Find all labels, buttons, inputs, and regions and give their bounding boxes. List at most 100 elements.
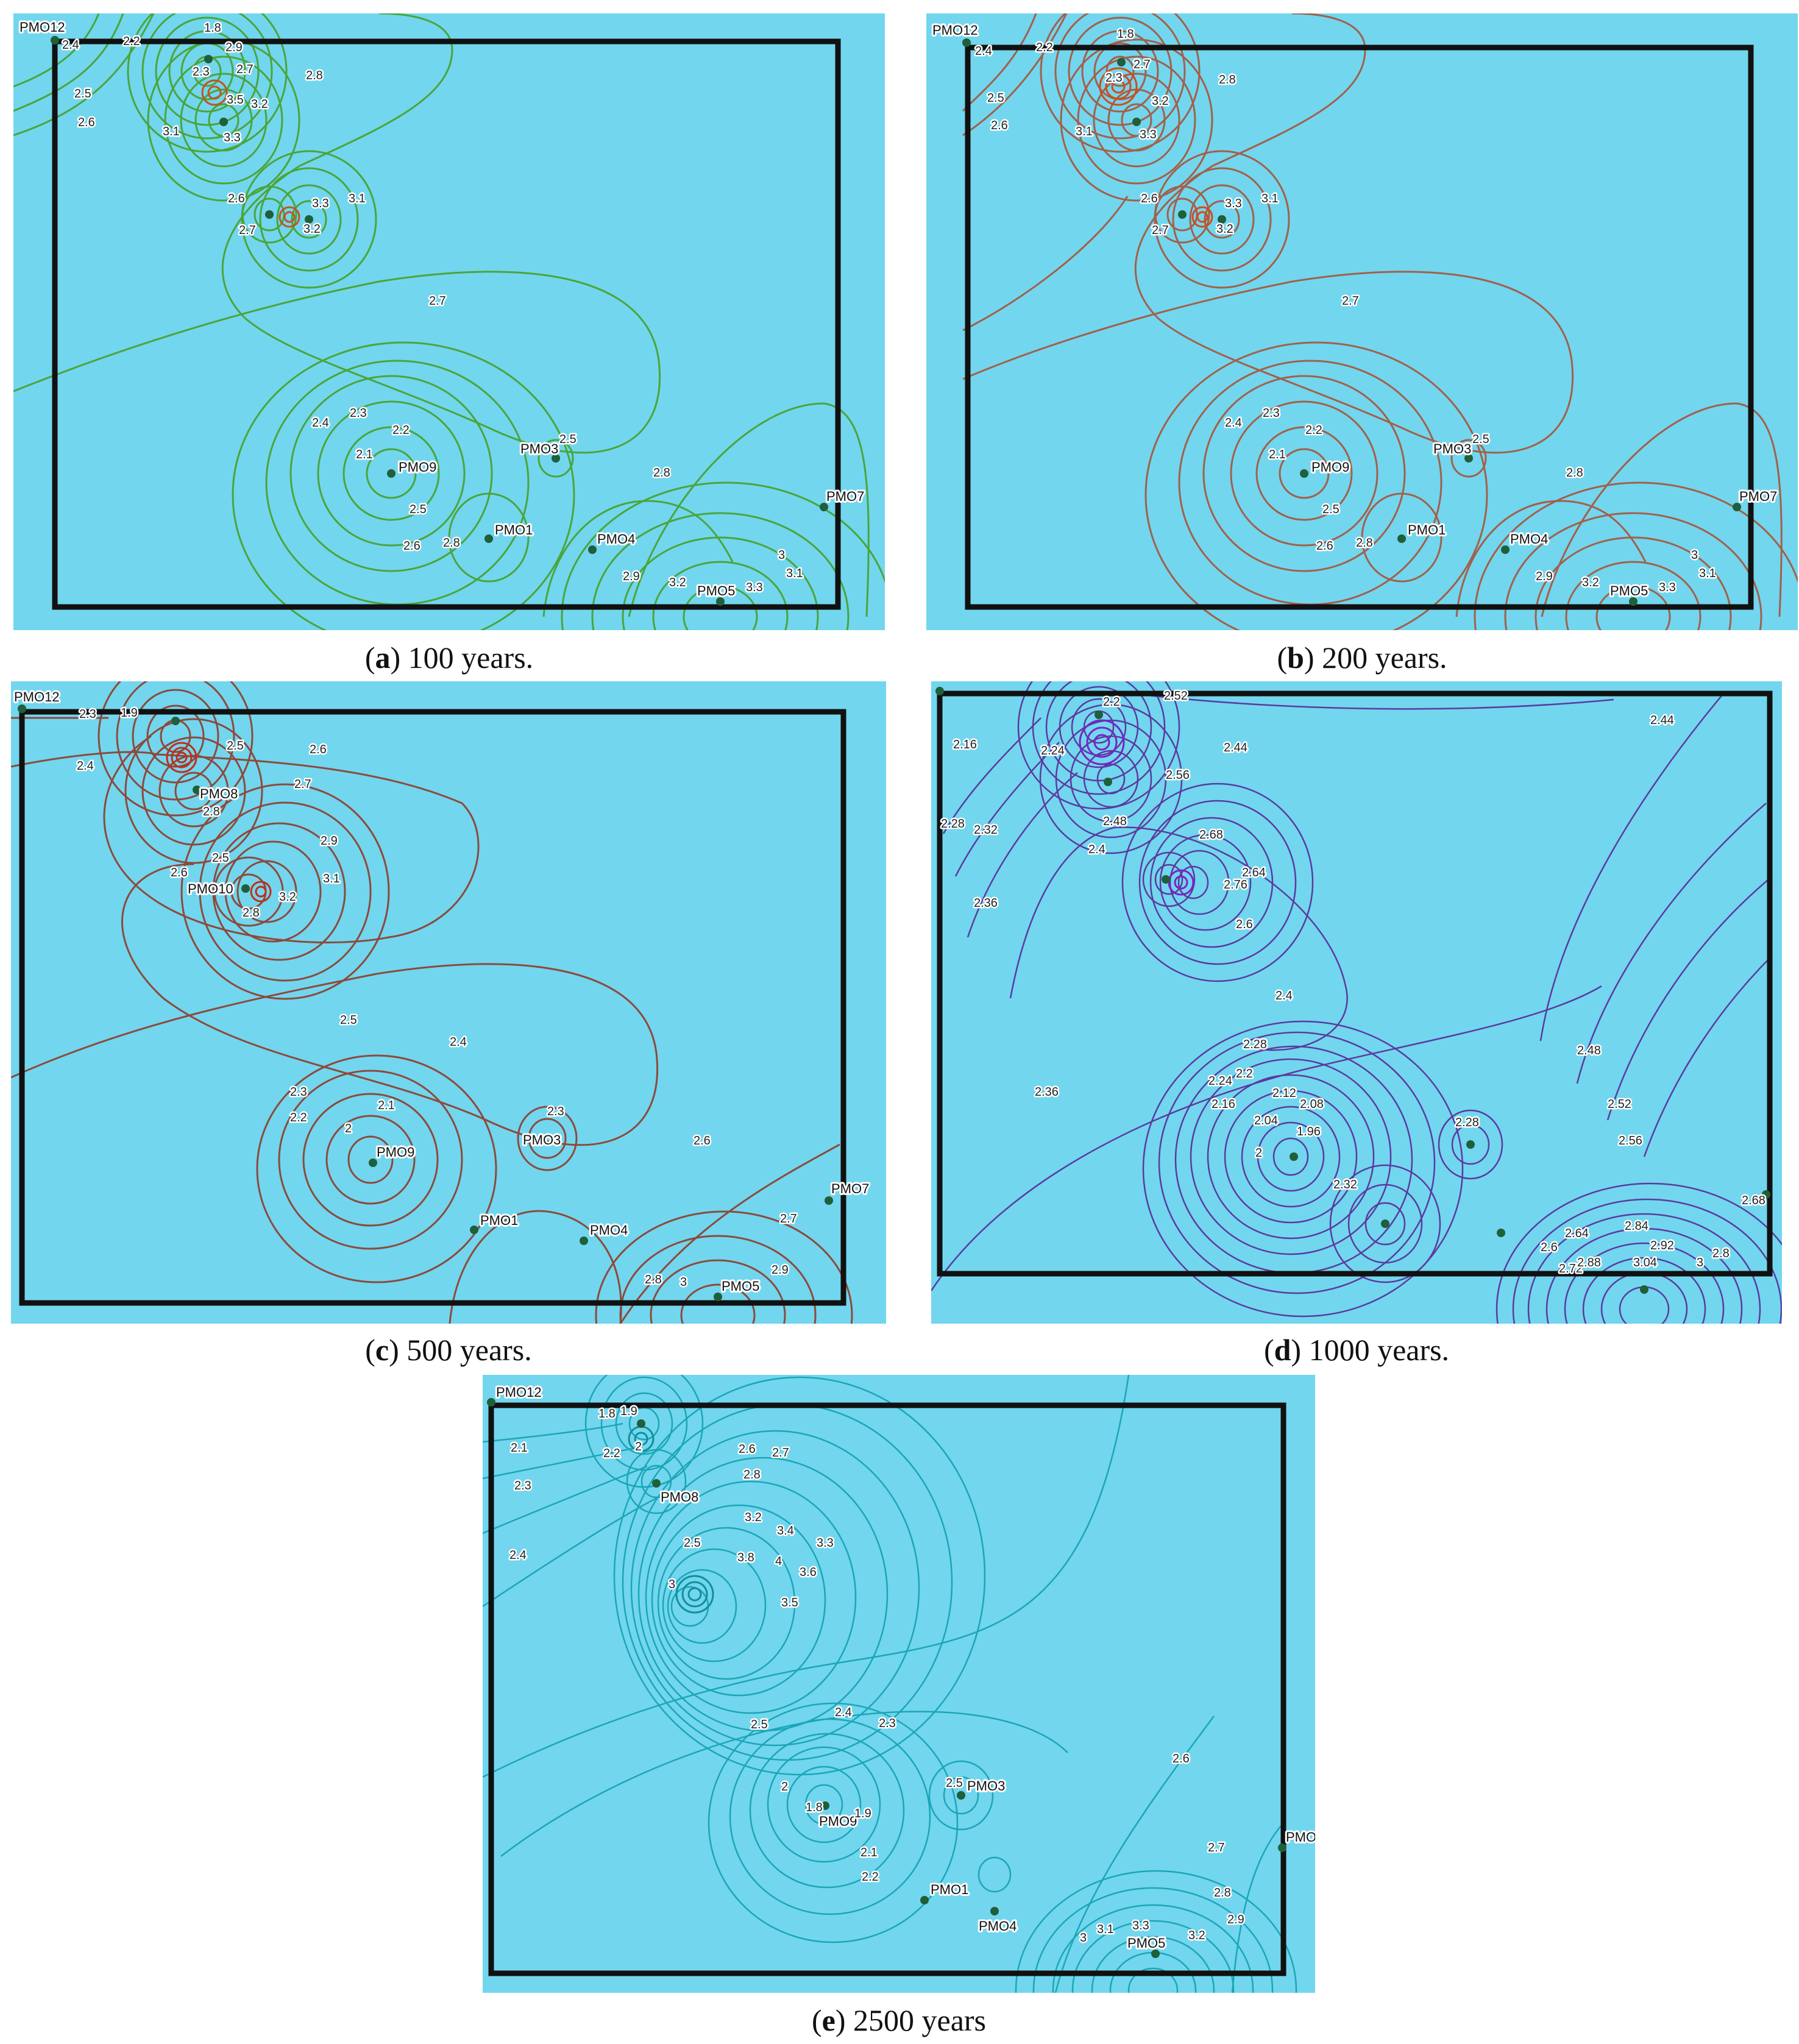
- contour-label: 3.1: [323, 872, 340, 885]
- contour-label: 3.3: [1132, 1919, 1149, 1932]
- contour-label: 1.8: [204, 21, 221, 35]
- caption-text: 200 years.: [1322, 641, 1447, 675]
- contour-label: 2.8: [1566, 466, 1583, 480]
- contour-label: 2.12: [1272, 1087, 1296, 1100]
- contour-label: 2.56: [1166, 768, 1190, 782]
- contour-labels-b: 1.8 2.4 2.2 2.3 2.5 2.6 2.7 2.8 3.1 3.2 …: [974, 26, 1718, 596]
- contour-label: 1.9: [854, 1807, 871, 1820]
- well-label-pmo5: PMO5: [1127, 1936, 1165, 1951]
- contour-lines-c: [11, 681, 853, 1324]
- contour-label: 2.8: [1356, 536, 1373, 550]
- well-label-pmo8: PMO8: [661, 1489, 698, 1505]
- contour-label: 2.5: [559, 433, 577, 446]
- well-marker: [470, 1226, 478, 1234]
- well-label-pmo5: PMO5: [697, 583, 735, 598]
- wells-a: [51, 36, 828, 606]
- well-label-pmo12: PMO12: [932, 23, 978, 38]
- well-marker: [1762, 1190, 1770, 1199]
- well-marker: [305, 215, 313, 224]
- well-marker: [1629, 597, 1638, 606]
- well-marker: [1381, 1219, 1389, 1228]
- contour-label: 2.84: [1625, 1219, 1648, 1233]
- contour-labels-e: 1.8 1.9 2 2.1 2.2 2.3 2.4 2.5 2.6 2.7 2.…: [508, 1403, 1246, 1946]
- caption-letter: b: [1287, 641, 1304, 675]
- caption-text: 100 years.: [408, 641, 534, 675]
- contour-label: 2.6: [228, 192, 245, 205]
- contour-label: 2.4: [77, 759, 94, 773]
- contour-label: 2.1: [378, 1099, 395, 1112]
- contour-label: 2.48: [1103, 815, 1127, 828]
- contour-label: 2.4: [1225, 416, 1242, 430]
- well-labels-e: PMO12 PMO8 PMO3 PMO7 PMO1 PMO4 PMO5 PMO9: [494, 1383, 1315, 1953]
- contour-label: 1.8: [1117, 27, 1134, 41]
- caption-b: (b) 200 years.: [1277, 641, 1447, 675]
- well-marker: [1162, 875, 1170, 884]
- well-marker: [204, 55, 213, 63]
- contour-label: 2.7: [1208, 1841, 1225, 1854]
- contour-label: 2.64: [1565, 1227, 1589, 1240]
- contour-label: 2.9: [623, 570, 640, 583]
- well-marker: [820, 503, 828, 511]
- wells-d: [935, 687, 1770, 1294]
- contour-label: 2.6: [78, 116, 95, 129]
- well-marker: [935, 687, 944, 695]
- contour-labels-d: 2.44 2.44 2.16 2.24 2.28 2.32 2.36 2.2 2…: [940, 688, 1767, 1277]
- contour-label: 2.3: [1263, 406, 1280, 420]
- contour-label: 3.2: [1188, 1929, 1205, 1942]
- contour-label: 2.76: [1224, 878, 1247, 892]
- well-marker: [1300, 469, 1308, 478]
- panel-b: PMO12 PMO3 PMO7 PMO1 PMO4 PMO5 PMO9 1.8 …: [926, 13, 1798, 630]
- well-marker: [962, 38, 971, 47]
- contour-label: 2.16: [953, 738, 977, 751]
- contour-label: 2.6: [1316, 539, 1333, 553]
- core-b: [1099, 67, 1213, 228]
- contour-label: 2.9: [772, 1263, 789, 1277]
- contour-label: 2.16: [1212, 1098, 1235, 1111]
- well-label-pmo9: PMO9: [1311, 460, 1349, 475]
- well-label-pmo5: PMO5: [1610, 583, 1648, 598]
- well-label-pmo7: PMO7: [1739, 489, 1777, 504]
- contour-label: 3: [669, 1578, 675, 1591]
- contour-label: 3.2: [1582, 576, 1599, 589]
- well-marker: [1218, 215, 1226, 224]
- well-marker: [588, 545, 597, 554]
- contour-label: 1.96: [1297, 1125, 1321, 1138]
- contour-label: 3.3: [224, 131, 241, 144]
- contour-label: 2.88: [1577, 1256, 1601, 1269]
- wells-c: [18, 704, 833, 1301]
- contour-label: 2.8: [743, 1468, 761, 1482]
- cluster-pmo9: [232, 341, 575, 630]
- well-marker: [580, 1237, 588, 1245]
- well-marker: [487, 1398, 495, 1407]
- contour-label: 2.9: [225, 41, 243, 54]
- contour-label: 2.6: [991, 119, 1008, 132]
- contour-label: 2.8: [203, 805, 220, 818]
- contour-label: 3.2: [251, 98, 268, 111]
- well-marker: [171, 717, 180, 725]
- well-labels-b: PMO12 PMO3 PMO7 PMO1 PMO4 PMO5 PMO9: [931, 21, 1779, 600]
- caption-letter: e: [821, 2003, 836, 2037]
- contour-label: 2.3: [879, 1717, 896, 1730]
- contour-label: 3.2: [745, 1511, 762, 1524]
- contour-label: 2.32: [974, 823, 998, 837]
- contour-label: 2.4: [1088, 843, 1105, 856]
- domain-boundary-e: [488, 1402, 1286, 1976]
- contour-label: 2.5: [227, 739, 244, 753]
- contour-label: 2.5: [1322, 503, 1339, 516]
- contour-map-e: PMO12 PMO8 PMO3 PMO7 PMO1 PMO4 PMO5 PMO9…: [483, 1375, 1315, 1993]
- contour-label: 2.7: [294, 778, 311, 791]
- panel-d: 2.44 2.44 2.16 2.24 2.28 2.32 2.36 2.2 2…: [931, 681, 1782, 1324]
- caption-d: (d) 1000 years.: [1263, 1333, 1450, 1367]
- contour-label: 2.8: [306, 69, 323, 82]
- contour-label: 2.4: [312, 416, 329, 430]
- contour-label: 3: [680, 1276, 687, 1289]
- well-label-pmo12: PMO12: [14, 689, 60, 704]
- contour-label: 1.9: [121, 706, 138, 720]
- well-label-pmo1: PMO1: [480, 1213, 518, 1228]
- core-a: [201, 79, 300, 228]
- contour-label: 2.1: [511, 1441, 528, 1455]
- contour-label: 2.28: [941, 817, 965, 831]
- well-marker: [652, 1479, 661, 1488]
- well-marker: [714, 1293, 722, 1301]
- well-label-pmo3: PMO3: [523, 1132, 561, 1148]
